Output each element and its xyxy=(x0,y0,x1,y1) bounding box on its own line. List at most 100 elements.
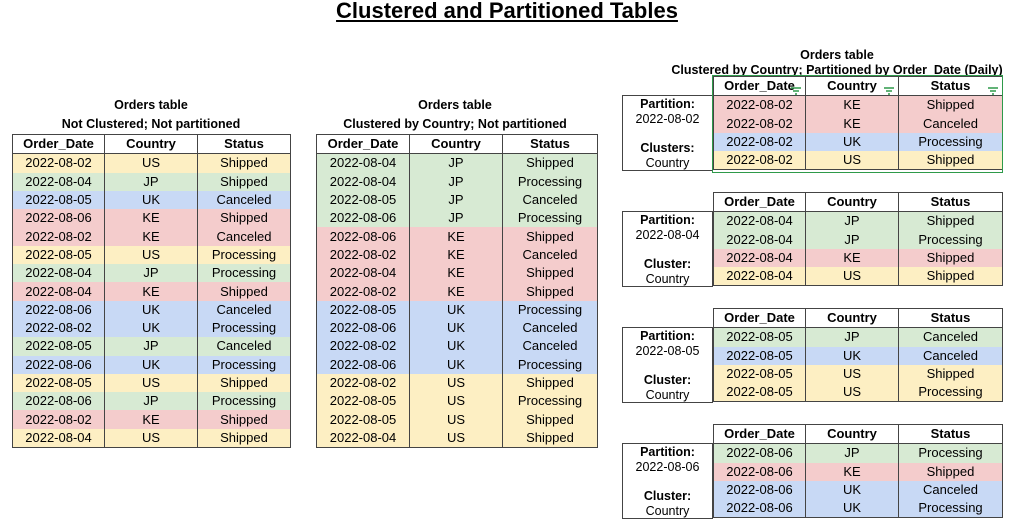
table-row: 2022-08-06 UK Canceled xyxy=(316,318,598,338)
table3-caption-line1: Orders table xyxy=(800,48,874,62)
status-cell: Canceled xyxy=(502,318,598,338)
order-date-cell: 2022-08-02 xyxy=(713,95,806,115)
country-cell: US xyxy=(409,428,503,449)
status-cell: Shipped xyxy=(197,172,291,191)
partition-label: Partition: xyxy=(640,213,695,227)
status-cell: Shipped xyxy=(502,428,598,449)
column-header-country: Country xyxy=(409,133,503,155)
country-cell: JP xyxy=(104,392,198,411)
table-row: 2022-08-02 KE Canceled xyxy=(316,245,598,265)
header-row: Order_Date Country Status xyxy=(713,191,1003,213)
order-date-cell: 2022-08-05 xyxy=(12,190,105,210)
column-header-label: Country xyxy=(827,78,877,94)
table-row: 2022-08-06 UK Processing xyxy=(316,355,598,374)
order-date-cell: 2022-08-04 xyxy=(316,153,410,173)
column-header-order-date: Order_Date xyxy=(316,133,410,155)
order-date-cell: 2022-08-04 xyxy=(713,211,806,231)
order-date-cell: 2022-08-02 xyxy=(12,153,105,173)
table-row: 2022-08-05 US Shipped xyxy=(316,410,598,429)
country-cell: JP xyxy=(805,211,899,231)
column-header-order-date: Order_Date xyxy=(713,191,806,213)
order-date-cell: 2022-08-06 xyxy=(713,462,806,481)
status-cell: Shipped xyxy=(502,227,598,246)
status-cell: Processing xyxy=(898,499,1003,519)
table-row: 2022-08-04 JP Processing xyxy=(713,230,1003,249)
country-cell: UK xyxy=(409,318,503,338)
cluster-value: Country xyxy=(645,272,690,286)
header-row: Order_Date Country Status xyxy=(12,133,291,155)
table-row: 2022-08-04 KE Shipped xyxy=(713,248,1003,268)
filter-icon[interactable] xyxy=(884,82,894,95)
status-cell: Shipped xyxy=(197,282,291,301)
column-header-status: Status xyxy=(898,191,1003,213)
column-header-label: Status xyxy=(930,78,971,94)
status-cell: Shipped xyxy=(502,410,598,429)
table-row: 2022-08-02 KE Canceled xyxy=(713,114,1003,133)
order-date-cell: 2022-08-06 xyxy=(713,480,806,500)
status-cell: Shipped xyxy=(898,364,1003,384)
order-date-cell: 2022-08-04 xyxy=(12,172,105,191)
column-header-country: Country xyxy=(805,307,899,329)
table-row: 2022-08-04 US Shipped xyxy=(12,428,291,449)
table-row: 2022-08-04 JP Shipped xyxy=(713,211,1003,231)
table-row: 2022-08-06 JP Processing xyxy=(316,209,598,228)
country-cell: JP xyxy=(805,327,899,347)
status-cell: Processing xyxy=(502,209,598,228)
table-row: 2022-08-06 KE Shipped xyxy=(316,227,598,246)
column-header-country: Country xyxy=(104,133,198,155)
country-cell: US xyxy=(104,428,198,449)
order-date-cell: 2022-08-05 xyxy=(713,364,806,384)
country-cell: UK xyxy=(104,190,198,210)
table-row: 2022-08-05 JP Canceled xyxy=(12,337,291,356)
partition-info-box: Partition: 2022-08-06 Cluster: Country xyxy=(622,443,713,519)
status-cell: Processing xyxy=(898,132,1003,152)
status-cell: Processing xyxy=(898,230,1003,249)
order-date-cell: 2022-08-02 xyxy=(713,151,806,171)
country-cell: KE xyxy=(409,264,503,283)
country-cell: UK xyxy=(104,318,198,338)
table-row: 2022-08-04 US Shipped xyxy=(316,428,598,449)
country-cell: KE xyxy=(104,227,198,246)
country-cell: KE xyxy=(805,462,899,481)
column-header-label: Country xyxy=(827,310,877,326)
table-row: 2022-08-04 KE Shipped xyxy=(12,282,291,301)
partition-value: 2022-08-06 xyxy=(635,460,700,474)
order-date-cell: 2022-08-06 xyxy=(12,392,105,411)
column-header-label: Order_Date xyxy=(724,78,795,94)
status-cell: Canceled xyxy=(197,190,291,210)
table-row: 2022-08-05 UK Canceled xyxy=(12,190,291,210)
order-date-cell: 2022-08-04 xyxy=(713,267,806,287)
table-row: 2022-08-05 US Processing xyxy=(713,383,1003,403)
status-cell: Canceled xyxy=(197,300,291,319)
status-cell: Processing xyxy=(197,355,291,374)
column-header-status[interactable]: Status xyxy=(898,75,1003,97)
country-cell: US xyxy=(409,392,503,411)
status-cell: Shipped xyxy=(197,153,291,173)
order-date-cell: 2022-08-04 xyxy=(316,264,410,283)
status-cell: Canceled xyxy=(898,480,1003,500)
table1-caption-line1: Orders table xyxy=(114,98,188,112)
table-row: 2022-08-04 KE Shipped xyxy=(316,264,598,283)
table1-caption-line2: Not Clustered; Not partitioned xyxy=(61,117,241,131)
country-cell: US xyxy=(805,364,899,384)
country-cell: JP xyxy=(409,190,503,210)
status-cell: Processing xyxy=(502,355,598,374)
table1-caption: Orders table Not Clustered; Not partitio… xyxy=(12,96,290,134)
order-date-cell: 2022-08-06 xyxy=(12,355,105,374)
column-header-order-date[interactable]: Order_Date xyxy=(713,75,806,97)
order-date-cell: 2022-08-04 xyxy=(12,428,105,449)
filter-icon[interactable] xyxy=(988,82,998,95)
column-header-country[interactable]: Country xyxy=(805,75,899,97)
status-cell: Canceled xyxy=(502,245,598,265)
country-cell: UK xyxy=(805,346,899,365)
country-cell: KE xyxy=(805,114,899,133)
filter-icon[interactable] xyxy=(791,82,801,95)
partition-table: Order_Date Country Status 2022-08-02 KE Shipp… xyxy=(713,75,1003,171)
partition-label: Partition: xyxy=(640,329,695,343)
status-cell: Processing xyxy=(197,392,291,411)
table-row: 2022-08-06 JP Processing xyxy=(12,392,291,411)
column-header-label: Country xyxy=(827,194,877,210)
country-cell: JP xyxy=(104,337,198,356)
order-date-cell: 2022-08-06 xyxy=(316,227,410,246)
partition-label: Partition: xyxy=(640,445,695,459)
